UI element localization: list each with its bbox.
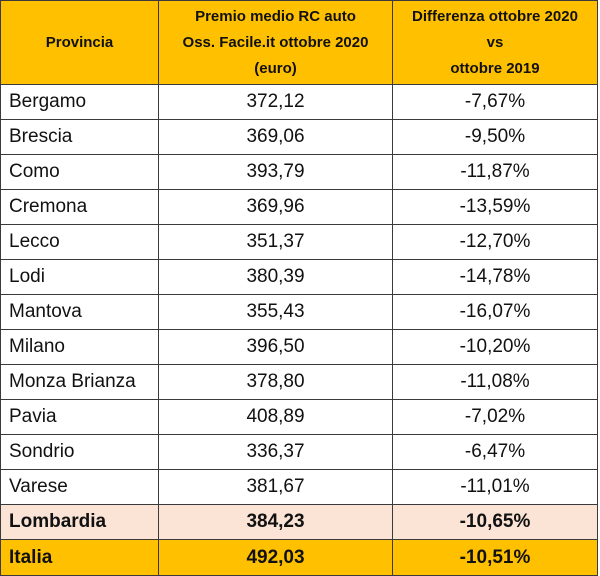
- cell-premio: 408,89: [158, 399, 393, 435]
- cell-premio: 369,06: [158, 119, 393, 155]
- lombardia-total-row: Lombardia 384,23 -10,65%: [0, 504, 598, 540]
- table-row: Como 393,79 -11,87%: [0, 154, 598, 190]
- cell-differenza: -10,20%: [392, 329, 598, 365]
- cell-premio: 372,12: [158, 84, 393, 120]
- table-row: Brescia 369,06 -9,50%: [0, 119, 598, 155]
- table-row: Mantova 355,43 -16,07%: [0, 294, 598, 330]
- header-premio-line3: (euro): [254, 59, 297, 77]
- cell-provincia: Lecco: [0, 224, 159, 260]
- header-premio-line2: Oss. Facile.it ottobre 2020: [182, 33, 369, 51]
- cell-provincia: Lombardia: [0, 504, 159, 540]
- cell-premio: 336,37: [158, 434, 393, 470]
- cell-premio: 384,23: [158, 504, 393, 540]
- cell-differenza: -13,59%: [392, 189, 598, 225]
- cell-differenza: -16,07%: [392, 294, 598, 330]
- header-premio-line1: Premio medio RC auto: [195, 7, 356, 25]
- cell-differenza: -10,65%: [392, 504, 598, 540]
- cell-provincia: Italia: [0, 539, 159, 576]
- header-row: Provincia Premio medio RC auto Oss. Faci…: [0, 0, 598, 85]
- table-row: Lecco 351,37 -12,70%: [0, 224, 598, 260]
- table-row: Monza Brianza 378,80 -11,08%: [0, 364, 598, 400]
- header-diff-line3: ottobre 2019: [450, 59, 540, 77]
- cell-provincia: Monza Brianza: [0, 364, 159, 400]
- cell-differenza: -11,01%: [392, 469, 598, 505]
- cell-provincia: Como: [0, 154, 159, 190]
- cell-premio: 378,80: [158, 364, 393, 400]
- table-row: Bergamo 372,12 -7,67%: [0, 84, 598, 120]
- cell-provincia: Mantova: [0, 294, 159, 330]
- cell-differenza: -6,47%: [392, 434, 598, 470]
- cell-provincia: Milano: [0, 329, 159, 365]
- cell-differenza: -12,70%: [392, 224, 598, 260]
- cell-differenza: -7,67%: [392, 84, 598, 120]
- header-provincia-label: Provincia: [45, 33, 114, 51]
- cell-premio: 355,43: [158, 294, 393, 330]
- table-row: Milano 396,50 -10,20%: [0, 329, 598, 365]
- cell-differenza: -11,08%: [392, 364, 598, 400]
- cell-premio: 393,79: [158, 154, 393, 190]
- cell-differenza: -9,50%: [392, 119, 598, 155]
- header-diff-line1: Differenza ottobre 2020: [412, 7, 578, 25]
- cell-premio: 381,67: [158, 469, 393, 505]
- cell-provincia: Sondrio: [0, 434, 159, 470]
- cell-provincia: Varese: [0, 469, 159, 505]
- header-diff-line2: vs: [486, 33, 504, 51]
- table-row: Sondrio 336,37 -6,47%: [0, 434, 598, 470]
- italia-total-row: Italia 492,03 -10,51%: [0, 539, 598, 576]
- cell-premio: 396,50: [158, 329, 393, 365]
- cell-provincia: Lodi: [0, 259, 159, 295]
- cell-provincia: Bergamo: [0, 84, 159, 120]
- cell-differenza: -10,51%: [392, 539, 598, 576]
- header-premio: Premio medio RC auto Oss. Facile.it otto…: [158, 0, 393, 85]
- table-row: Cremona 369,96 -13,59%: [0, 189, 598, 225]
- cell-premio: 380,39: [158, 259, 393, 295]
- cell-provincia: Pavia: [0, 399, 159, 435]
- header-differenza: Differenza ottobre 2020 vs ottobre 2019: [392, 0, 598, 85]
- cell-provincia: Cremona: [0, 189, 159, 225]
- cell-premio: 351,37: [158, 224, 393, 260]
- cell-differenza: -7,02%: [392, 399, 598, 435]
- cell-differenza: -11,87%: [392, 154, 598, 190]
- cell-premio: 369,96: [158, 189, 393, 225]
- table-row: Lodi 380,39 -14,78%: [0, 259, 598, 295]
- cell-provincia: Brescia: [0, 119, 159, 155]
- cell-premio: 492,03: [158, 539, 393, 576]
- table-row: Pavia 408,89 -7,02%: [0, 399, 598, 435]
- header-provincia: Provincia: [0, 0, 159, 85]
- cell-differenza: -14,78%: [392, 259, 598, 295]
- table-row: Varese 381,67 -11,01%: [0, 469, 598, 505]
